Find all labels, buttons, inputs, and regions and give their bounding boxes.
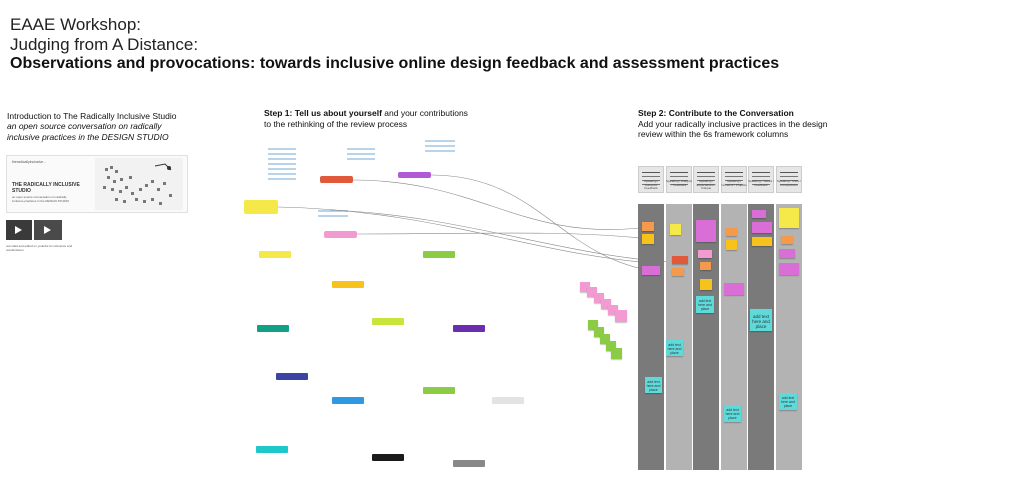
color-pill-lightgray[interactable] [492,397,524,404]
framework-column-6[interactable] [776,204,802,470]
participant-text-cloud[interactable] [268,148,296,184]
column-title-5: Speaking / Values / Feedback [748,179,774,187]
workshop-subtitle: Judging from A Distance: [10,35,199,54]
column-title-1: Speaking / Authentic Feedback [643,179,659,190]
column-sticky[interactable] [672,256,688,264]
sticky-stack-pink[interactable] [587,287,597,297]
sticky-stack-pink[interactable] [615,310,627,322]
workshop-heading: Observations and provocations: towards i… [10,55,780,72]
sticky-stack-green[interactable] [611,348,622,359]
add-text-note[interactable]: add text here and place [645,377,662,393]
column-title-4: Speaking / Contents / Projects [721,179,747,187]
column-sticky[interactable] [779,208,799,228]
color-pill-lime-2[interactable] [423,387,455,394]
column-sticky[interactable] [752,237,772,246]
sticky-stack-green[interactable] [606,341,616,351]
column-sticky[interactable] [724,283,744,295]
step1-heading: Step 1: Tell us about yourself and your … [264,108,474,129]
step2-title-bold: Step 2: Contribute to the Conversation [638,108,794,118]
add-text-note[interactable]: add text here and place [750,309,772,331]
column-sticky[interactable] [752,210,766,218]
play-icon [15,226,22,234]
sticky-stack-pink[interactable] [580,282,590,292]
column-sticky[interactable] [642,266,660,275]
framework-column-5[interactable] [748,204,774,470]
sticky-stack-pink[interactable] [608,305,618,315]
color-pill-navy[interactable] [276,373,308,380]
participant-text-cloud[interactable] [425,140,455,154]
color-pill-cyan[interactable] [256,446,288,453]
color-pill-yellowgreen[interactable] [372,318,404,325]
column-sticky[interactable] [700,279,712,290]
add-text-note[interactable]: add text here and place [666,340,683,356]
video-thumbnail-2[interactable] [34,220,62,240]
video-thumbnail-1[interactable] [6,220,32,240]
color-pill-purple[interactable] [453,325,485,332]
column-header-6 [776,166,802,193]
column-title-3: Speaking / Expectations / Critique [696,179,716,190]
participant-note-red[interactable] [320,176,353,183]
sticky-stack-pink[interactable] [601,299,611,309]
column-header-5 [748,166,774,193]
sticky-stack-green[interactable] [588,320,598,330]
column-title-6: Speaking / Shifts / Perspectives [776,179,802,187]
column-sticky[interactable] [779,263,799,275]
column-title-2: Speaking / Analysis / Feedback [666,179,693,187]
column-header-4 [721,166,747,193]
column-sticky[interactable] [779,249,795,258]
color-pill-amber[interactable] [332,281,364,288]
step2-title-rest: Add your radically inclusive practices i… [638,118,828,140]
column-sticky[interactable] [752,222,772,233]
sticky-stack-green[interactable] [600,334,610,344]
color-pill-yellow[interactable] [259,251,291,258]
step1-title-bold: Step 1: Tell us about yourself [264,108,382,118]
step2-heading: Step 2: Contribute to the Conversation A… [638,108,843,140]
column-sticky[interactable] [642,234,654,244]
column-sticky[interactable] [781,236,793,244]
sticky-stack-green[interactable] [594,327,604,337]
add-text-note[interactable]: add text here and place [779,393,797,410]
card-url: theradicallyinclusive... [12,160,47,164]
column-sticky[interactable] [726,240,737,250]
video-caption: recorded and edited on youtube for refer… [6,244,73,252]
column-header-2 [666,166,692,193]
participant-note-yellow[interactable] [244,200,278,214]
column-sticky[interactable] [698,250,712,258]
framework-column-2[interactable] [666,204,692,470]
color-pill-blue[interactable] [332,397,364,404]
play-icon [44,226,51,234]
participant-note-purple[interactable] [398,172,431,178]
column-sticky[interactable] [700,262,711,270]
column-sticky[interactable] [672,268,684,276]
color-pill-gray[interactable] [453,460,485,467]
sticky-stack-pink[interactable] [594,293,604,303]
participant-text-cloud[interactable] [318,210,348,222]
column-sticky[interactable] [696,220,716,242]
column-sticky[interactable] [670,224,681,235]
card-illustration [95,158,183,210]
participant-text-cloud[interactable] [347,148,375,162]
framework-column-3[interactable] [693,204,719,470]
column-sticky[interactable] [642,222,654,231]
step1-title-rest: and your contributions to the rethinking… [264,108,468,129]
add-text-note[interactable]: add text here and place [724,405,741,422]
add-text-note[interactable]: add text here and place [696,296,714,313]
card-description: an open source conversation on radically… [12,195,70,203]
intro-title: Introduction to The Radically Inclusive … [7,111,177,121]
column-sticky[interactable] [726,228,737,236]
column-header-3 [693,166,719,193]
color-pill-lime[interactable] [423,251,455,258]
framework-column-1[interactable] [638,204,664,470]
column-header-1 [638,166,664,193]
card-title: THE RADICALLY INCLUSIVE STUDIO [12,182,80,194]
workshop-title: EAAE Workshop: [10,15,142,34]
intro-card[interactable]: theradicallyinclusive... THE RADICALLY I… [6,155,188,213]
color-pill-teal[interactable] [257,325,289,332]
intro-subtitle: an open source conversation on radically… [7,121,169,142]
color-pill-black[interactable] [372,454,404,461]
participant-note-pink[interactable] [324,231,357,238]
